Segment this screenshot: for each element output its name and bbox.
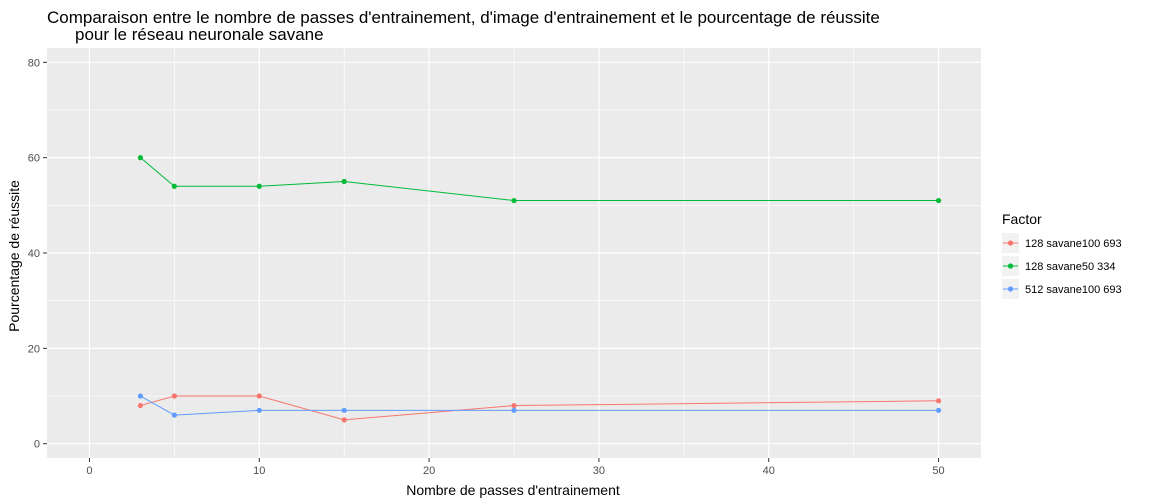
series-point-3 <box>511 407 517 413</box>
legend-label: 128 savane50 334 <box>1025 261 1116 273</box>
series-point-3 <box>171 412 177 418</box>
series-point-1 <box>137 402 143 409</box>
x-tick-label: 50 <box>932 465 944 477</box>
series-point-1 <box>171 393 177 399</box>
series-point-1 <box>341 417 347 423</box>
series-line-3 <box>140 395 939 416</box>
legend-key-point <box>1007 240 1014 246</box>
series-layer <box>137 155 942 423</box>
series-line-2 <box>140 157 939 202</box>
legend: Factor 128 savane100 693 128 savane50 334… <box>1002 211 1122 299</box>
series-point-2 <box>256 183 262 189</box>
chart-title-line-1: Comparaison entre le nombre de passes d'… <box>47 8 880 27</box>
x-tick-label: 0 <box>86 465 92 477</box>
y-axis-title: Pourcentage de réussite <box>6 180 22 332</box>
legend-label: 128 savane100 693 <box>1025 238 1122 250</box>
series-point-2 <box>935 197 942 204</box>
series-point-2 <box>171 183 177 189</box>
chart-title-line-2: pour le réseau neuronale savane <box>75 25 324 44</box>
series-point-1 <box>935 398 942 404</box>
x-tick-label: 10 <box>253 465 265 477</box>
axis-ticks: 0 10 20 30 40 50 0 20 40 60 80 <box>28 57 945 477</box>
legend-key-point <box>1007 263 1014 269</box>
series-point-3 <box>341 407 347 413</box>
series-point-3 <box>935 407 942 413</box>
series-point-3 <box>256 407 262 413</box>
series-point-2 <box>511 197 517 204</box>
y-tick-label: 60 <box>28 153 40 165</box>
y-tick-label: 80 <box>28 57 40 69</box>
x-tick-label: 20 <box>423 465 435 477</box>
y-tick-label: 40 <box>28 248 40 260</box>
x-tick-label: 30 <box>593 465 605 477</box>
series-line-1 <box>140 395 939 421</box>
series-point-2 <box>137 155 143 161</box>
y-tick-label: 0 <box>34 439 40 451</box>
legend-key-point <box>1007 286 1014 292</box>
legend-title: Factor <box>1002 211 1042 227</box>
x-axis-title: Nombre de passes d'entrainement <box>406 482 620 498</box>
series-point-2 <box>341 178 347 185</box>
series-point-3 <box>137 393 143 399</box>
x-tick-label: 40 <box>763 465 775 477</box>
series-point-1 <box>256 393 262 399</box>
y-tick-label: 20 <box>28 343 40 355</box>
grid-major <box>47 48 981 458</box>
legend-label: 512 savane100 693 <box>1025 284 1122 296</box>
series-point-1 <box>511 402 517 409</box>
